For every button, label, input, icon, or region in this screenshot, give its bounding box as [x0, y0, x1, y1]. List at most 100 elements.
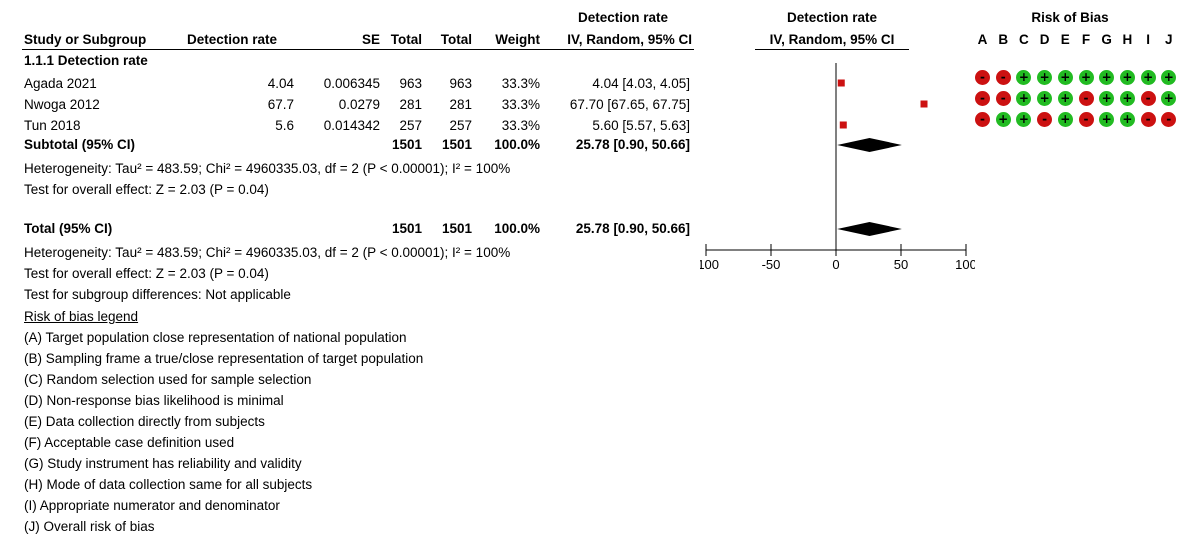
risk-symbol: - [1083, 112, 1089, 126]
risk-symbol: + [1122, 91, 1133, 105]
low-risk-dot: + [1140, 70, 1156, 85]
rob-letter-d: D [1039, 32, 1050, 47]
legend-item: (D) Non-response bias likelihood is mini… [24, 393, 284, 409]
risk-symbol: + [1060, 91, 1071, 105]
study-total-2: 963 [449, 76, 472, 91]
legend-item-key: (I) [24, 498, 37, 513]
total-total-2: 1501 [441, 221, 472, 236]
study-rate: 5.6 [275, 118, 294, 133]
high-risk-dot: - [1037, 112, 1053, 127]
header-weight: Weight [495, 32, 540, 47]
forest-plot: -100 -50 0 50 100 [700, 63, 975, 272]
header-detection-rate: Detection rate [187, 32, 278, 47]
study-total-2: 281 [449, 97, 472, 112]
rob-letter-a: A [977, 32, 988, 47]
x-tick-label: 100 [955, 257, 975, 272]
rob-letter-h: H [1122, 32, 1133, 47]
legend-item-key: (E) [24, 414, 42, 429]
rob-letter-f: F [1081, 32, 1091, 47]
legend-item: (I) Appropriate numerator and denominato… [24, 498, 280, 514]
heterogeneity-total: Heterogeneity: Tau² = 483.59; Chi² = 496… [24, 245, 511, 260]
legend-item-text: Mode of data collection same for all sub… [42, 477, 313, 492]
legend-item-key: (B) [24, 351, 42, 366]
legend-item-text: Acceptable case definition used [41, 435, 235, 450]
rob-letter-g: G [1101, 32, 1112, 47]
legend-item-text: Random selection used for sample selecti… [42, 372, 312, 387]
risk-symbol: - [1000, 70, 1006, 84]
x-tick-label: 50 [894, 257, 908, 272]
total-total-1: 1501 [391, 221, 422, 236]
subtotal-weight: 100.0% [494, 137, 540, 152]
low-risk-dot: + [1016, 91, 1032, 106]
risk-symbol: + [998, 112, 1009, 126]
low-risk-dot: + [1057, 112, 1073, 127]
header-plot-top: Detection rate [786, 10, 878, 25]
header-plot-bottom: IV, Random, 95% CI [769, 32, 895, 47]
subtotal-total-1: 1501 [391, 137, 422, 152]
high-risk-dot: - [995, 70, 1011, 85]
high-risk-dot: - [975, 112, 990, 127]
study-weight: 33.3% [501, 76, 540, 91]
legend-item-key: (J) [24, 519, 40, 534]
header-se: SE [361, 32, 380, 47]
low-risk-dot: + [1057, 91, 1073, 106]
study-rate: 67.7 [267, 97, 294, 112]
legend-item-text: Non-response bias likelihood is minimal [42, 393, 284, 408]
low-risk-dot: + [1037, 70, 1053, 85]
risk-symbol: + [1060, 70, 1071, 84]
legend-item: (G) Study instrument has reliability and… [24, 456, 302, 472]
risk-symbol: + [1018, 112, 1029, 126]
study-ci: 5.60 [5.57, 5.63] [592, 118, 690, 133]
study-total-2: 257 [449, 118, 472, 133]
header-total-2: Total [440, 32, 472, 47]
total-ci: 25.78 [0.90, 50.66] [575, 221, 690, 236]
low-risk-dot: + [1119, 70, 1135, 85]
header-total-1: Total [390, 32, 422, 47]
x-tick-label: -50 [762, 257, 781, 272]
high-risk-dot: - [1078, 112, 1094, 127]
total-label: Total (95% CI) [24, 221, 113, 236]
low-risk-dot: + [995, 112, 1011, 127]
high-risk-dot: - [1078, 91, 1094, 106]
study-name: Nwoga 2012 [24, 97, 100, 112]
legend-item: (C) Random selection used for sample sel… [24, 372, 311, 388]
risk-symbol: + [1101, 70, 1112, 84]
high-risk-dot: - [1161, 112, 1177, 127]
low-risk-dot: + [1099, 91, 1115, 106]
study-se: 0.014342 [323, 118, 380, 133]
overall-effect-subgroup: Test for overall effect: Z = 2.03 (P = 0… [24, 182, 269, 197]
rob-letter-e: E [1060, 32, 1070, 47]
study-se: 0.0279 [338, 97, 380, 112]
risk-symbol: + [1018, 70, 1029, 84]
low-risk-dot: + [1119, 112, 1135, 127]
header-rob-title: Risk of Bias [1031, 10, 1109, 25]
legend-item: (A) Target population close representati… [24, 330, 407, 346]
study-weight: 33.3% [501, 118, 540, 133]
legend-item-key: (D) [24, 393, 43, 408]
pooled-diamond [837, 138, 902, 152]
rob-letter-j: J [1165, 32, 1173, 47]
low-risk-dot: + [1161, 91, 1177, 106]
risk-symbol: - [1042, 112, 1048, 126]
header-study: Study or Subgroup [24, 32, 147, 47]
legend-item: (J) Overall risk of bias [24, 519, 155, 535]
heterogeneity-subgroup: Heterogeneity: Tau² = 483.59; Chi² = 496… [24, 161, 511, 176]
risk-symbol: + [1039, 91, 1050, 105]
subgroup-differences: Test for subgroup differences: Not appli… [24, 287, 291, 302]
risk-symbol: + [1163, 70, 1174, 84]
legend-title: Risk of bias legend [24, 309, 139, 324]
study-weight: 33.3% [501, 97, 540, 112]
risk-symbol: - [1145, 112, 1151, 126]
low-risk-dot: + [1057, 70, 1073, 85]
study-total-1: 257 [399, 118, 422, 133]
low-risk-dot: + [1161, 70, 1177, 85]
study-marker [837, 79, 845, 87]
legend-item: (H) Mode of data collection same for all… [24, 477, 312, 493]
overall-effect-total: Test for overall effect: Z = 2.03 (P = 0… [24, 266, 269, 281]
study-ci: 67.70 [67.65, 67.75] [569, 97, 690, 112]
header-rate-bottom: IV, Random, 95% CI [567, 32, 692, 47]
legend-item-key: (H) [24, 477, 43, 492]
risk-symbol: + [1122, 112, 1133, 126]
total-weight: 100.0% [494, 221, 540, 236]
study-name: Tun 2018 [24, 118, 81, 133]
